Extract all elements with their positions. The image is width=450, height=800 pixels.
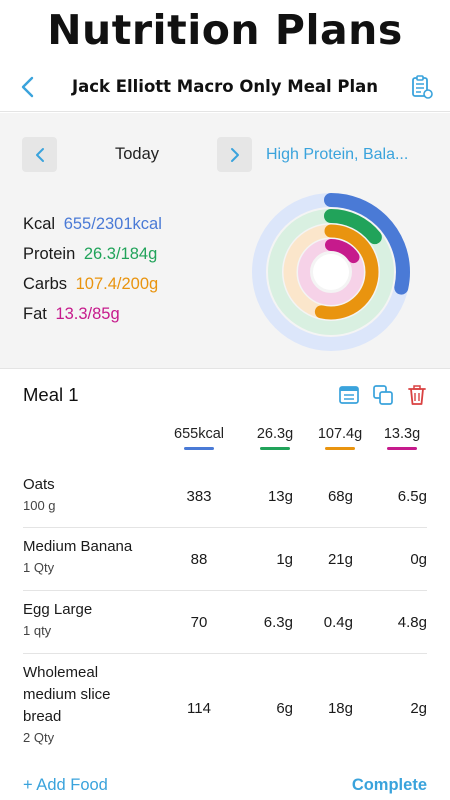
food-row[interactable]: Egg Large 1 qty 70 6.3g 0.4g 4.8g xyxy=(23,591,427,654)
meal-actions xyxy=(338,384,428,406)
food-carbs: 0.4g xyxy=(323,613,353,631)
app-banner: Nutrition Plans xyxy=(0,0,450,60)
fat-bar xyxy=(387,447,417,450)
notes-icon xyxy=(339,386,359,404)
food-kcal: 383 xyxy=(186,488,212,505)
macro-value: 26.3/184g xyxy=(83,245,158,263)
trash-icon xyxy=(408,385,426,405)
food-qty: 1 qty xyxy=(23,623,52,638)
kcal-bar xyxy=(184,447,214,450)
macro-fat: Fat 13.3/85g xyxy=(23,305,120,324)
banner-title: Nutrition Plans xyxy=(47,6,403,54)
protein-bar xyxy=(260,447,290,450)
delete-button[interactable] xyxy=(406,384,428,406)
food-protein: 6.3g xyxy=(263,613,293,631)
chevron-left-icon xyxy=(35,147,44,162)
page-title: Jack Elliott Macro Only Meal Plan xyxy=(71,77,379,96)
next-day-button[interactable] xyxy=(217,137,252,172)
food-protein: 6g xyxy=(276,699,293,717)
meal-footer: + Add Food Complete xyxy=(0,772,450,800)
macro-label: Carbs xyxy=(23,275,68,293)
total-fat: 13.3g xyxy=(376,426,428,450)
clipboard-icon xyxy=(412,75,433,99)
nav-bar: Jack Elliott Macro Only Meal Plan xyxy=(0,62,450,112)
total-protein: 26.3g xyxy=(248,426,302,450)
macro-kcal: Kcal 655/2301kcal xyxy=(23,215,162,234)
total-protein-value: 26.3g xyxy=(256,426,294,442)
copy-icon xyxy=(373,385,393,405)
macro-label: Kcal xyxy=(23,215,56,233)
food-fat: 2g xyxy=(410,699,427,717)
previous-day-button[interactable] xyxy=(22,137,57,172)
food-carbs: 18g xyxy=(327,699,353,717)
plan-name-link[interactable]: High Protein, Bala... xyxy=(266,146,409,163)
complete-button[interactable]: Complete xyxy=(351,776,427,794)
daily-summary: Today High Protein, Bala... Kcal 655/230… xyxy=(0,113,450,369)
food-list: Oats 100 g 383 13g 68g 6.5g Medium Banan… xyxy=(0,466,450,762)
food-fat: 4.8g xyxy=(397,613,427,631)
food-qty: 2 Qty xyxy=(23,730,55,745)
chevron-right-icon xyxy=(230,147,239,162)
notes-button[interactable] xyxy=(338,384,360,406)
carbs-bar xyxy=(325,447,355,450)
food-fat: 0g xyxy=(410,550,427,568)
food-row[interactable]: Wholemeal medium slice bread 2 Qty 114 6… xyxy=(23,654,427,762)
macro-carbs: Carbs 107.4/200g xyxy=(23,275,158,294)
food-name: Medium Banana xyxy=(23,538,133,555)
food-row[interactable]: Oats 100 g 383 13g 68g 6.5g xyxy=(23,466,427,528)
chevron-left-icon xyxy=(21,76,34,98)
food-carbs: 21g xyxy=(327,550,353,568)
macro-rings-chart xyxy=(252,193,410,351)
food-qty: 1 Qty xyxy=(23,560,55,575)
food-kcal: 70 xyxy=(190,613,208,631)
clipboard-button[interactable] xyxy=(408,74,434,100)
food-protein: 1g xyxy=(276,550,293,568)
meal-title: Meal 1 xyxy=(23,384,79,405)
copy-button[interactable] xyxy=(372,384,394,406)
back-button[interactable] xyxy=(14,74,40,100)
meal-header: Meal 1 xyxy=(0,370,450,420)
macro-protein: Protein 26.3/184g xyxy=(23,245,157,264)
food-name: Oats xyxy=(23,476,55,493)
total-kcal: 655kcal xyxy=(168,426,230,450)
day-label: Today xyxy=(114,145,160,163)
macro-value: 13.3/85g xyxy=(55,305,120,323)
ring-progress-fat xyxy=(298,239,364,305)
macro-value: 107.4/200g xyxy=(75,275,159,293)
food-name: Egg Large xyxy=(23,601,93,618)
macro-label: Fat xyxy=(23,305,47,323)
macro-label: Protein xyxy=(23,245,76,263)
add-food-button[interactable]: + Add Food xyxy=(23,776,108,794)
food-kcal: 114 xyxy=(187,699,211,717)
food-qty: 100 g xyxy=(23,498,56,513)
food-carbs: 68g xyxy=(327,488,353,505)
ring-progress-kcal xyxy=(252,193,410,351)
meal-totals: 655kcal 26.3g 107.4g 13.3g xyxy=(0,426,450,460)
ring-progress-protein xyxy=(268,209,394,335)
total-kcal-value: 655kcal xyxy=(174,426,224,442)
food-fat: 6.5g xyxy=(397,488,427,505)
total-carbs-value: 107.4g xyxy=(317,426,363,442)
food-kcal: 88 xyxy=(190,550,208,568)
ring-center xyxy=(313,254,349,290)
total-carbs: 107.4g xyxy=(311,426,369,450)
food-row[interactable]: Medium Banana 1 Qty 88 1g 21g 0g xyxy=(23,528,427,591)
total-fat-value: 13.3g xyxy=(383,426,421,442)
food-protein: 13g xyxy=(267,488,293,505)
ring-progress-carbs xyxy=(283,224,379,320)
macro-value: 655/2301kcal xyxy=(63,215,162,233)
food-name: Wholemeal medium slice bread xyxy=(23,664,111,725)
